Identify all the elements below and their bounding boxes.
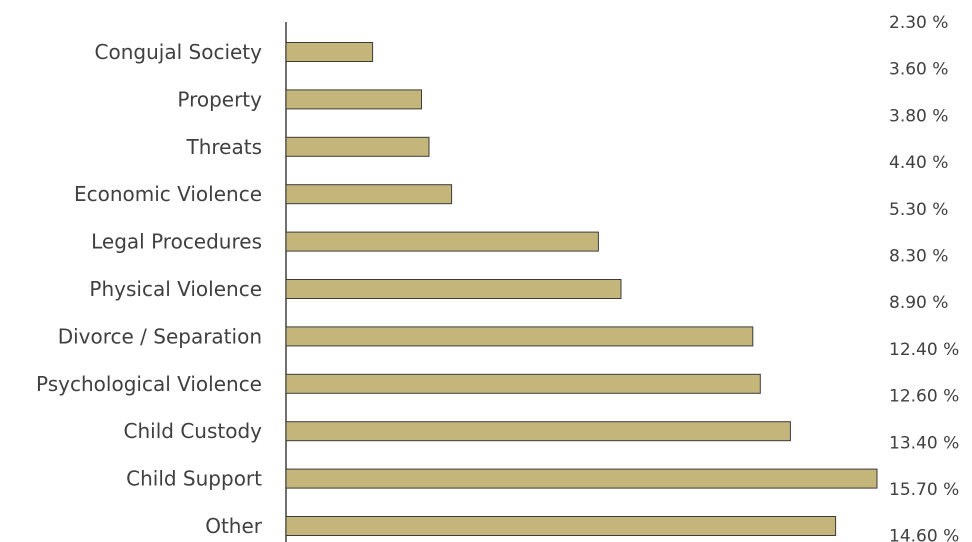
value-label: 8.90 % bbox=[889, 293, 948, 313]
bar-2 bbox=[285, 136, 430, 157]
category-label: Economic Violence bbox=[74, 182, 262, 206]
bar-7 bbox=[285, 373, 761, 394]
category-label: Congujal Society bbox=[95, 40, 263, 64]
value-label: 4.40 % bbox=[889, 153, 948, 173]
category-label: Legal Procedures bbox=[91, 230, 262, 254]
value-label: 12.40 % bbox=[889, 340, 959, 360]
bar-1 bbox=[285, 89, 422, 110]
category-label: Child Support bbox=[126, 467, 262, 491]
value-label: 12.60 % bbox=[889, 387, 959, 407]
bars-group bbox=[285, 42, 878, 536]
category-labels-group: Congujal Society Property Threats Economic … bbox=[36, 40, 263, 538]
category-label: Threats bbox=[186, 135, 263, 159]
bar-6 bbox=[285, 326, 754, 347]
bar-0 bbox=[285, 42, 374, 62]
bar-9 bbox=[285, 468, 878, 489]
bar-4 bbox=[285, 231, 599, 252]
category-label: Psychological Violence bbox=[36, 372, 262, 396]
value-labels-group: 2.30 % 3.60 % 3.80 % 4.40 % 5.30 % 8.30 % 8.90… bbox=[889, 13, 959, 542]
bar-8 bbox=[285, 421, 791, 442]
value-label: 3.60 % bbox=[889, 60, 948, 80]
value-label: 13.40 % bbox=[889, 433, 959, 453]
value-label: 2.30 % bbox=[889, 13, 948, 33]
value-label: 14.60 % bbox=[889, 527, 959, 542]
value-label: 3.80 % bbox=[889, 106, 948, 126]
bar-5 bbox=[285, 279, 622, 299]
value-label: 15.70 % bbox=[889, 480, 959, 500]
category-label: Property bbox=[177, 87, 262, 111]
value-label: 8.30 % bbox=[889, 247, 948, 267]
category-label: Child Custody bbox=[124, 419, 263, 443]
category-label: Physical Violence bbox=[89, 277, 262, 301]
value-label: 5.30 % bbox=[889, 200, 948, 220]
category-label: Divorce / Separation bbox=[58, 324, 262, 348]
category-label: Other bbox=[205, 514, 263, 538]
bar-3 bbox=[285, 184, 453, 205]
bar-10 bbox=[285, 516, 837, 536]
